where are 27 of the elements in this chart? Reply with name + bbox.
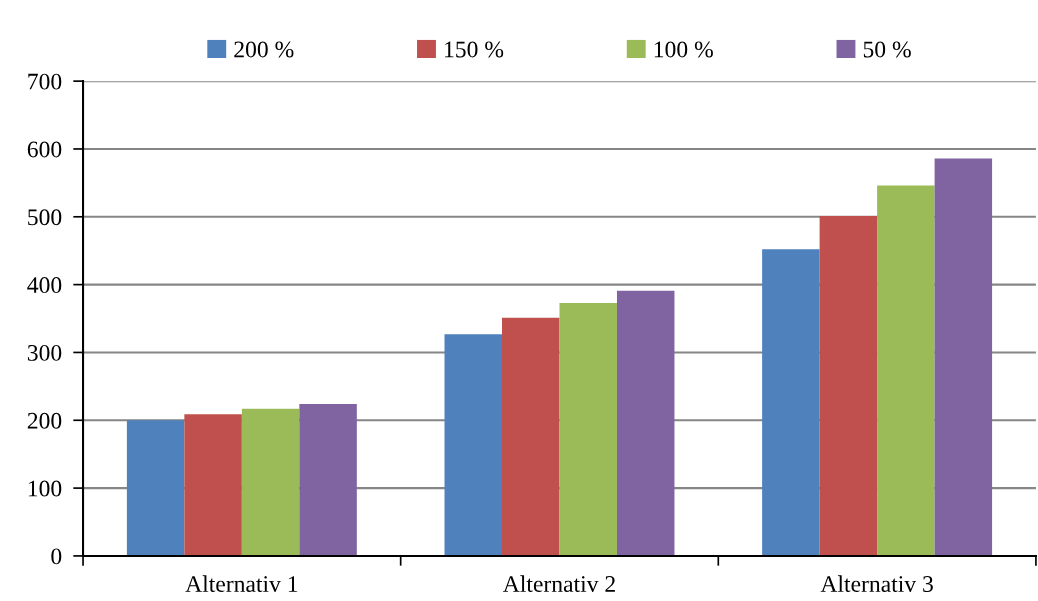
bar <box>559 302 617 556</box>
y-tick-label: 300 <box>27 344 62 361</box>
bar <box>762 249 820 556</box>
legend-label: 50 % <box>863 41 911 58</box>
y-tick-label: 400 <box>27 277 62 294</box>
legend-label: 100 % <box>654 41 713 58</box>
x-tick-label: Alternativ 3 <box>820 575 933 592</box>
x-tick-label: Alternativ 1 <box>185 575 298 592</box>
legend-label: 200 % <box>234 41 294 58</box>
bar <box>501 317 560 556</box>
bar <box>241 408 300 556</box>
y-tick-label: 0 <box>51 548 62 565</box>
bar <box>934 158 993 556</box>
bar <box>126 420 185 556</box>
legend-label: 150 % <box>445 41 504 58</box>
bar <box>444 334 502 556</box>
y-tick-label: 500 <box>28 209 62 226</box>
y-tick-label: 700 <box>28 73 62 90</box>
bar <box>819 216 878 556</box>
y-tick-label: 200 <box>27 412 62 429</box>
y-tick-label: 600 <box>27 141 62 158</box>
bar <box>184 414 242 556</box>
bar <box>616 290 675 556</box>
x-tick-label: Alternativ 2 <box>503 575 615 592</box>
bar <box>877 185 935 556</box>
y-tick-label: 100 <box>28 480 62 497</box>
bar <box>299 403 357 556</box>
